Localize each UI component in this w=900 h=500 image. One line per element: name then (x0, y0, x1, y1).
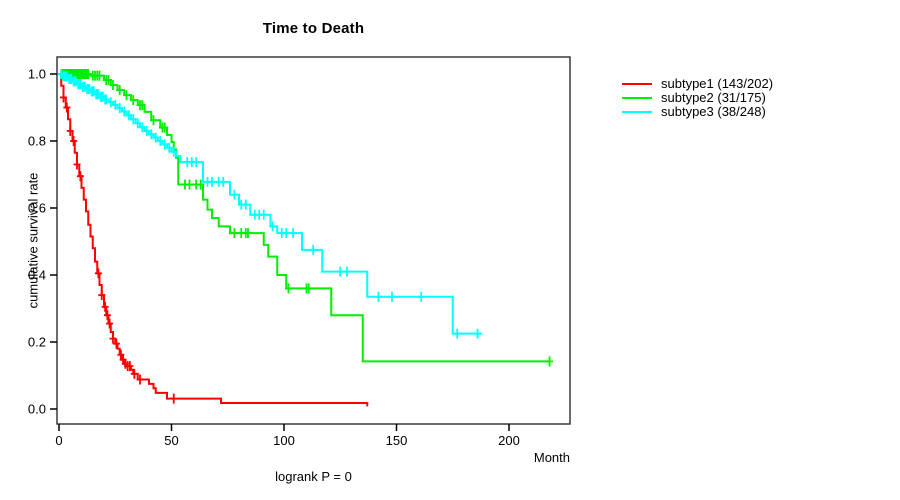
survival-curve-subtype3 (59, 73, 482, 335)
x-tick-label: 150 (386, 433, 408, 448)
legend-item-subtype3: subtype3 (38/248) (622, 105, 773, 119)
y-tick-label: 0.2 (28, 335, 46, 350)
y-tick-label: 0.0 (28, 402, 46, 417)
legend-label-subtype3: subtype3 (38/248) (661, 104, 766, 119)
y-tick-label: 0.6 (28, 201, 46, 216)
x-tick-label: 50 (164, 433, 178, 448)
legend-label-subtype2: subtype2 (31/175) (661, 90, 766, 105)
legend: subtype1 (143/202) subtype2 (31/175) subty… (622, 77, 773, 119)
legend-label-subtype1: subtype1 (143/202) (661, 76, 774, 91)
plot-frame (56, 56, 571, 425)
y-tick-label: 1.0 (28, 67, 46, 82)
y-tick-label: 0.4 (28, 268, 46, 283)
x-tick-label: 100 (273, 433, 295, 448)
x-axis-label: Month (533, 450, 570, 465)
x-tick-label: 0 (55, 433, 62, 448)
logrank-pvalue-note: logrank P = 0 (275, 469, 352, 484)
chart-title: Time to Death (262, 20, 365, 37)
survival-curve-subtype1 (59, 73, 369, 407)
legend-line-subtype2 (622, 97, 652, 99)
legend-item-subtype1: subtype1 (143/202) (622, 77, 773, 91)
x-tick-label: 200 (498, 433, 520, 448)
legend-line-subtype1 (622, 83, 652, 85)
legend-item-subtype2: subtype2 (31/175) (622, 91, 773, 105)
y-tick-label: 0.8 (28, 134, 46, 149)
legend-line-subtype3 (622, 111, 652, 113)
